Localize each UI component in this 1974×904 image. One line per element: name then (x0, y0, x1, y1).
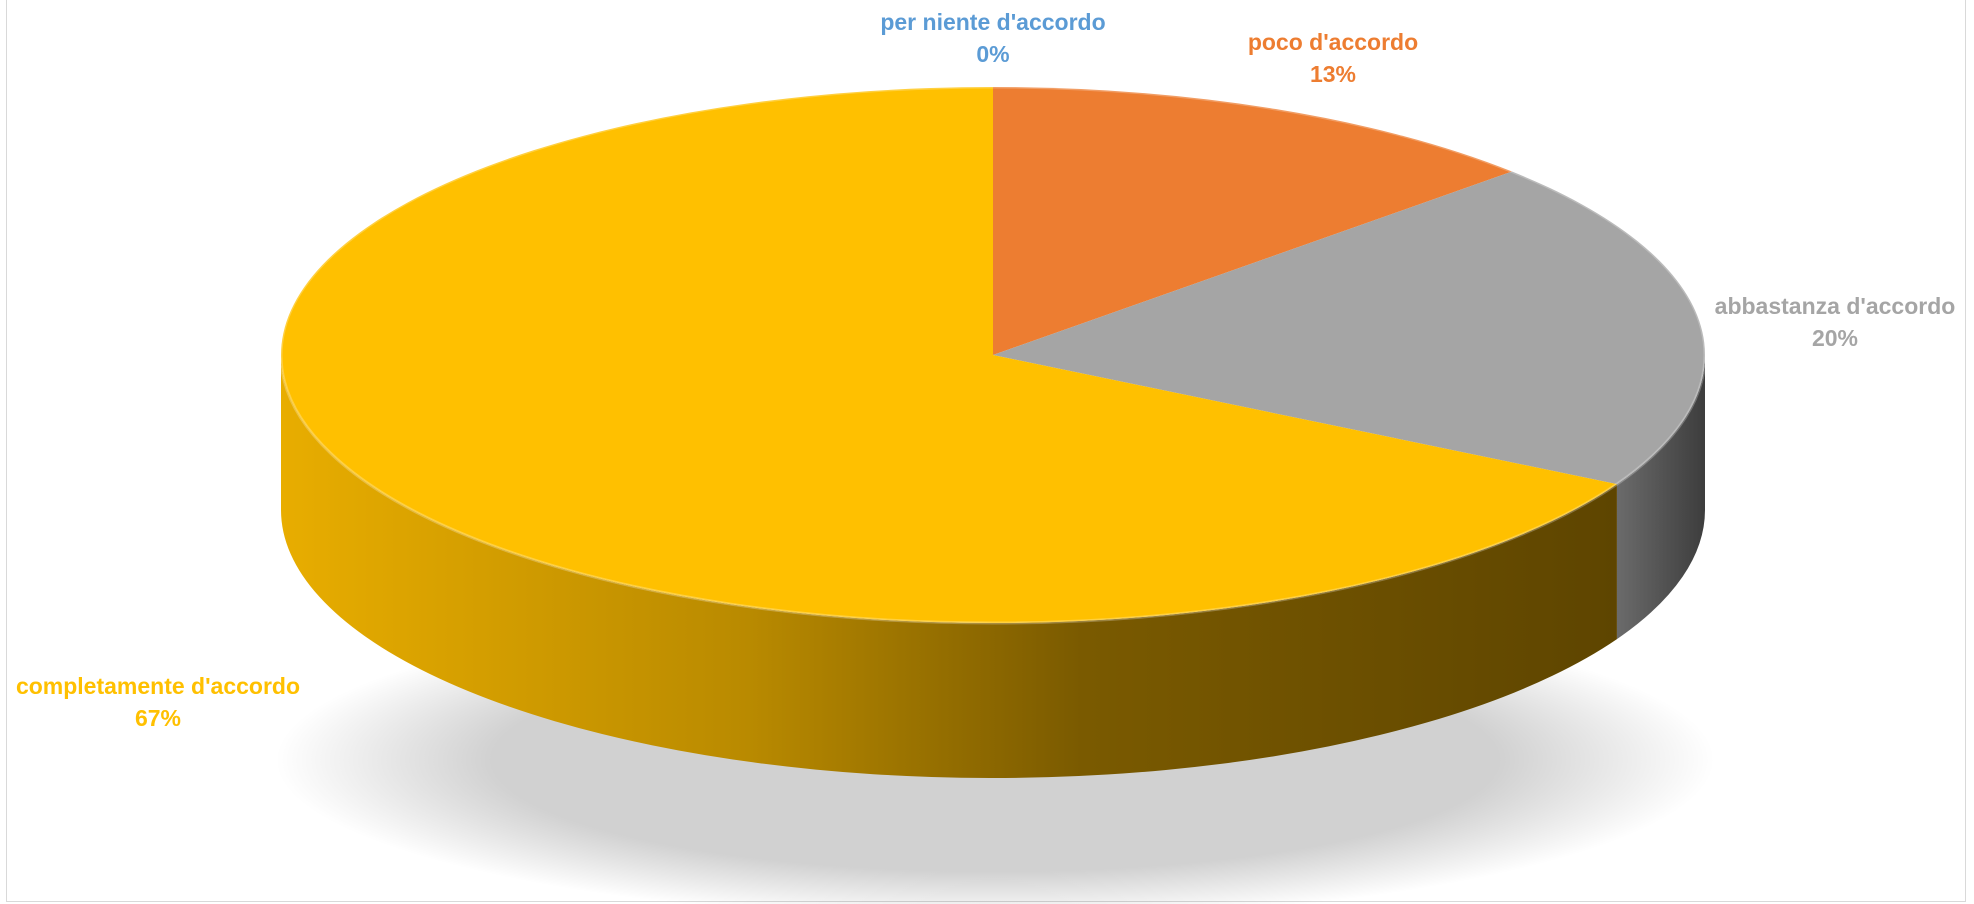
slice-side-abbastanza-d-accordo (1616, 355, 1705, 640)
data-label-value-poco-d-accordo: 13% (1310, 61, 1356, 87)
pie-labels: per niente d'accordo 0% poco d'accordo 13% a… (16, 9, 1955, 731)
pie-rim-highlight (279, 85, 1707, 625)
data-label-name-completamente-d-accordo: completamente d'accordo (16, 673, 300, 699)
data-label-value-per-niente-d-accordo: 0% (976, 41, 1009, 67)
data-label-name-abbastanza-d-accordo: abbastanza d'accordo (1715, 293, 1956, 319)
data-label-name-poco-d-accordo: poco d'accordo (1248, 29, 1418, 55)
data-label-value-completamente-d-accordo: 67% (135, 705, 181, 731)
pie-tops (279, 85, 1707, 625)
slice-completamente-d-accordo (281, 87, 1617, 624)
slice-poco-d-accordo (993, 87, 1513, 355)
pie-sides (281, 355, 1705, 778)
slice-side-completamente-d-accordo (281, 355, 1617, 778)
data-label-name-per-niente-d-accordo: per niente d'accordo (880, 9, 1105, 35)
slice-abbastanza-d-accordo (993, 171, 1705, 485)
data-label-value-abbastanza-d-accordo: 20% (1812, 325, 1858, 351)
